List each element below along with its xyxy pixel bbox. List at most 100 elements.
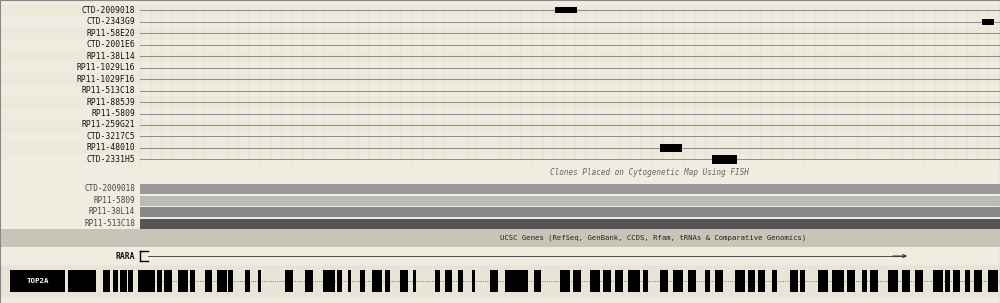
Bar xyxy=(323,270,335,292)
Bar xyxy=(413,270,416,292)
Bar xyxy=(573,270,581,292)
Text: Clones Placed on Cytogenetic Map Using FISH: Clones Placed on Cytogenetic Map Using F… xyxy=(550,168,749,177)
Bar xyxy=(113,270,118,292)
Bar xyxy=(590,270,600,292)
Bar xyxy=(902,270,910,292)
Bar xyxy=(0,108,1000,119)
Bar xyxy=(0,62,1000,73)
Bar xyxy=(555,7,577,13)
Text: RP11-259G21: RP11-259G21 xyxy=(81,121,135,129)
Bar xyxy=(258,270,261,292)
Bar xyxy=(660,270,668,292)
Bar xyxy=(0,119,1000,131)
Bar xyxy=(490,270,498,292)
Text: RP11-513C18: RP11-513C18 xyxy=(84,218,135,228)
Bar xyxy=(10,270,65,292)
Text: RARA: RARA xyxy=(116,251,135,261)
Bar xyxy=(178,270,188,292)
Bar xyxy=(138,270,148,292)
Bar xyxy=(435,270,440,292)
Bar xyxy=(120,270,127,292)
Bar xyxy=(800,270,805,292)
Bar xyxy=(0,131,1000,142)
Bar xyxy=(534,270,541,292)
Bar xyxy=(360,270,365,292)
Bar xyxy=(385,270,390,292)
Bar xyxy=(0,5,1000,16)
Bar xyxy=(337,270,342,292)
Bar xyxy=(712,155,737,164)
Bar xyxy=(400,270,408,292)
Bar xyxy=(68,270,96,292)
Text: CTD-2009018: CTD-2009018 xyxy=(84,184,135,193)
Bar xyxy=(915,270,923,292)
Text: RP11-5809: RP11-5809 xyxy=(93,196,135,205)
Bar xyxy=(965,270,970,292)
Bar xyxy=(0,5,1000,165)
Bar xyxy=(660,144,682,152)
Text: RP11-1029L16: RP11-1029L16 xyxy=(76,63,135,72)
Bar xyxy=(0,154,1000,165)
Text: CTD-2331H5: CTD-2331H5 xyxy=(86,155,135,164)
Bar xyxy=(140,207,1000,217)
Bar xyxy=(888,270,898,292)
Bar xyxy=(0,165,1000,229)
Bar xyxy=(748,270,755,292)
Bar xyxy=(603,270,611,292)
Bar xyxy=(445,270,452,292)
Bar xyxy=(790,270,798,292)
Bar xyxy=(140,219,1000,229)
Bar xyxy=(628,270,640,292)
Bar xyxy=(513,270,523,292)
Bar xyxy=(205,270,212,292)
Bar xyxy=(953,270,960,292)
Bar xyxy=(0,85,1000,96)
Text: CTD-2009018: CTD-2009018 xyxy=(81,6,135,15)
Bar xyxy=(148,270,155,292)
Bar xyxy=(933,270,943,292)
Text: CTD-3217C5: CTD-3217C5 xyxy=(86,132,135,141)
Bar xyxy=(0,28,1000,39)
Bar xyxy=(615,270,623,292)
Text: RP11-5809: RP11-5809 xyxy=(91,109,135,118)
Bar xyxy=(372,270,382,292)
Bar xyxy=(818,270,828,292)
Bar xyxy=(128,270,133,292)
Bar xyxy=(164,270,172,292)
Bar xyxy=(982,18,994,25)
Bar xyxy=(0,39,1000,50)
Bar xyxy=(157,270,162,292)
Bar xyxy=(0,247,1000,265)
Bar xyxy=(458,270,463,292)
Bar xyxy=(0,73,1000,85)
Bar xyxy=(0,142,1000,154)
Bar xyxy=(140,196,1000,206)
Bar xyxy=(673,270,683,292)
Bar xyxy=(0,16,1000,28)
Bar xyxy=(0,96,1000,108)
Bar xyxy=(988,270,998,292)
Bar xyxy=(715,270,723,292)
Bar xyxy=(228,270,233,292)
Bar xyxy=(103,270,110,292)
Bar xyxy=(847,270,855,292)
Bar xyxy=(560,270,570,292)
Bar xyxy=(705,270,710,292)
Bar xyxy=(688,270,696,292)
Bar xyxy=(0,265,1000,297)
Text: TOP2A: TOP2A xyxy=(26,278,49,284)
Bar xyxy=(472,270,475,292)
Text: RP11-38L14: RP11-38L14 xyxy=(89,207,135,216)
Text: UCSC Genes (RefSeq, GenBank, CCDS, Rfam, tRNAs & Comparative Genomics): UCSC Genes (RefSeq, GenBank, CCDS, Rfam,… xyxy=(500,235,806,241)
Bar xyxy=(217,270,227,292)
Bar xyxy=(190,270,195,292)
Bar xyxy=(140,184,1000,195)
Bar xyxy=(0,229,1000,247)
Text: CTD-2001E6: CTD-2001E6 xyxy=(86,40,135,49)
Bar xyxy=(285,270,293,292)
Bar xyxy=(862,270,867,292)
Bar xyxy=(0,50,1000,62)
Text: RP11-513C18: RP11-513C18 xyxy=(81,86,135,95)
Text: RP11-885J9: RP11-885J9 xyxy=(86,98,135,107)
Bar xyxy=(832,270,844,292)
